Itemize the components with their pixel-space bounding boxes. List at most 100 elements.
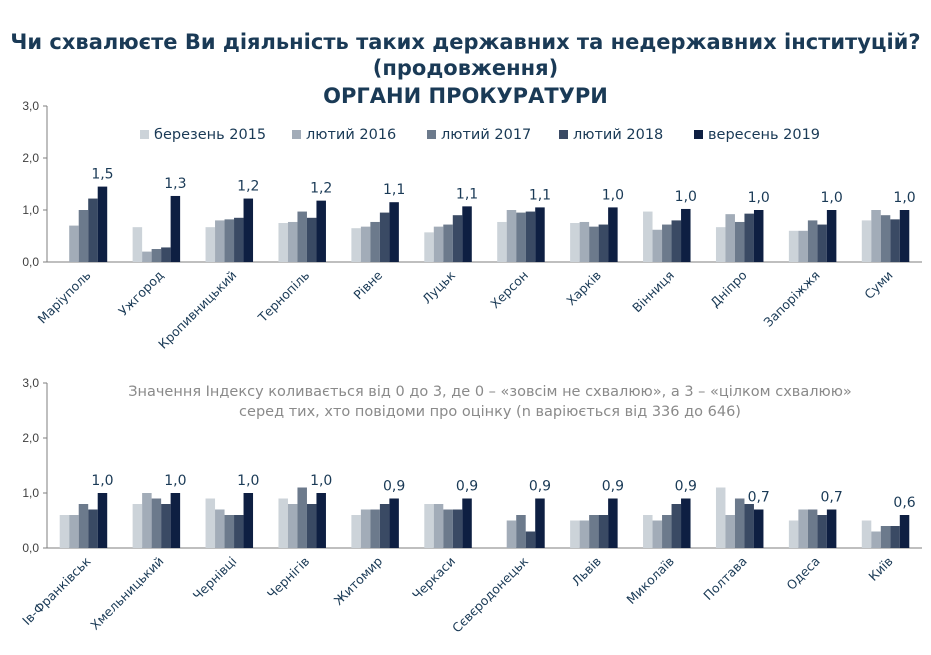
bottom-data-label: 0,9	[602, 479, 624, 495]
bottom-bar	[662, 515, 672, 548]
bottom-bar	[389, 498, 399, 548]
top-bar	[807, 220, 818, 262]
bottom-bar	[861, 520, 872, 548]
top-category-label: Харків	[563, 268, 604, 309]
bottom-bar	[287, 504, 298, 548]
bottom-data-label: 1,0	[91, 473, 113, 489]
bottom-bar	[671, 504, 682, 548]
legend-swatch	[559, 130, 568, 139]
top-bar	[880, 215, 891, 262]
bottom-data-label: 1,0	[164, 473, 186, 489]
top-bar	[132, 227, 143, 262]
top-bar	[297, 211, 307, 262]
top-bar	[306, 217, 317, 262]
bottom-bar	[579, 520, 590, 548]
bottom-bar	[170, 493, 181, 548]
top-bar	[788, 230, 799, 262]
top-bar	[224, 219, 235, 262]
top-bar	[681, 208, 691, 262]
bottom-bar	[826, 509, 837, 548]
bottom-bar	[516, 515, 526, 548]
bottom-bar	[78, 504, 89, 548]
index-note-line-2: серед тих, хто повідоми про оцінку (n ва…	[239, 404, 741, 420]
top-data-label: 1,0	[748, 190, 770, 206]
top-bar	[88, 198, 98, 262]
bottom-bar	[59, 515, 70, 548]
top-category-label: Запоріжжя	[761, 268, 823, 330]
top-bar	[890, 219, 900, 262]
bottom-bar	[535, 498, 545, 548]
top-bar	[443, 224, 453, 262]
legend-swatch	[292, 130, 301, 139]
bottom-category-label: Черкаси	[409, 554, 458, 603]
top-bar	[234, 217, 244, 262]
top-bar	[734, 221, 745, 262]
bottom-data-label: 0,7	[820, 490, 842, 506]
top-category-label: Ужгород	[115, 268, 166, 319]
bottom-bar	[652, 520, 663, 548]
bottom-bar	[297, 487, 307, 548]
bottom-bar	[589, 515, 599, 548]
top-bar	[899, 210, 910, 262]
bottom-bar	[506, 520, 517, 548]
top-bar	[516, 212, 526, 262]
bottom-data-label: 0,9	[383, 479, 405, 495]
top-category-label: Тернопіль	[254, 268, 312, 326]
top-bar	[744, 213, 754, 262]
bottom-y-tick-label: 0,0	[22, 541, 39, 555]
bottom-bar	[798, 509, 808, 548]
top-bar	[370, 221, 380, 262]
bottom-bar	[643, 515, 653, 548]
top-category-label: Суми	[861, 268, 895, 302]
top-bar	[170, 195, 181, 262]
top-bar	[643, 211, 653, 262]
top-data-label: 1,5	[91, 167, 113, 183]
bottom-category-label: Сєвєродонецьк	[449, 553, 531, 635]
top-bar	[671, 220, 682, 262]
bottom-bar	[69, 515, 79, 548]
bottom-category-label: Житомир	[331, 553, 385, 607]
top-bar	[278, 223, 288, 262]
bottom-data-label: 0,7	[748, 490, 770, 506]
top-bar	[69, 225, 79, 262]
top-data-label: 1,0	[820, 190, 842, 206]
bottom-bar	[132, 504, 143, 548]
top-bar	[243, 198, 254, 262]
top-bar	[725, 214, 735, 262]
top-bar	[871, 210, 881, 262]
legend-swatch	[427, 130, 436, 139]
top-bar	[360, 226, 371, 262]
bottom-category-label: Одеса	[783, 554, 822, 593]
top-data-label: 1,1	[383, 182, 405, 198]
top-y-tick-label: 0,0	[22, 255, 39, 269]
bottom-bar	[306, 504, 317, 548]
bottom-data-label: 0,9	[529, 479, 551, 495]
bottom-bar	[243, 493, 254, 548]
bottom-bar	[316, 493, 326, 548]
bottom-bar	[205, 498, 216, 548]
top-bar	[287, 221, 298, 262]
top-bar	[142, 251, 152, 262]
legend-swatch	[140, 130, 149, 139]
top-bar	[598, 224, 609, 262]
top-bar	[151, 249, 162, 262]
bottom-bar	[570, 520, 580, 548]
top-category-label: Дніпро	[707, 268, 750, 311]
bottom-bar	[142, 493, 152, 548]
bottom-bar	[370, 509, 380, 548]
legend-label: лютий 2018	[573, 127, 663, 143]
top-category-label: Кропивницький	[155, 268, 239, 352]
bottom-bar	[734, 498, 745, 548]
top-bar	[462, 206, 472, 262]
top-category-label: Маріуполь	[35, 268, 94, 327]
top-data-label: 1,1	[529, 187, 551, 203]
top-bar	[452, 215, 463, 262]
top-bar	[433, 226, 444, 262]
bottom-bar	[234, 515, 244, 548]
bottom-bar	[224, 515, 235, 548]
legend-label: березень 2015	[154, 127, 266, 143]
top-bar	[652, 229, 663, 262]
bottom-bar	[817, 515, 827, 548]
bottom-bar	[443, 509, 453, 548]
